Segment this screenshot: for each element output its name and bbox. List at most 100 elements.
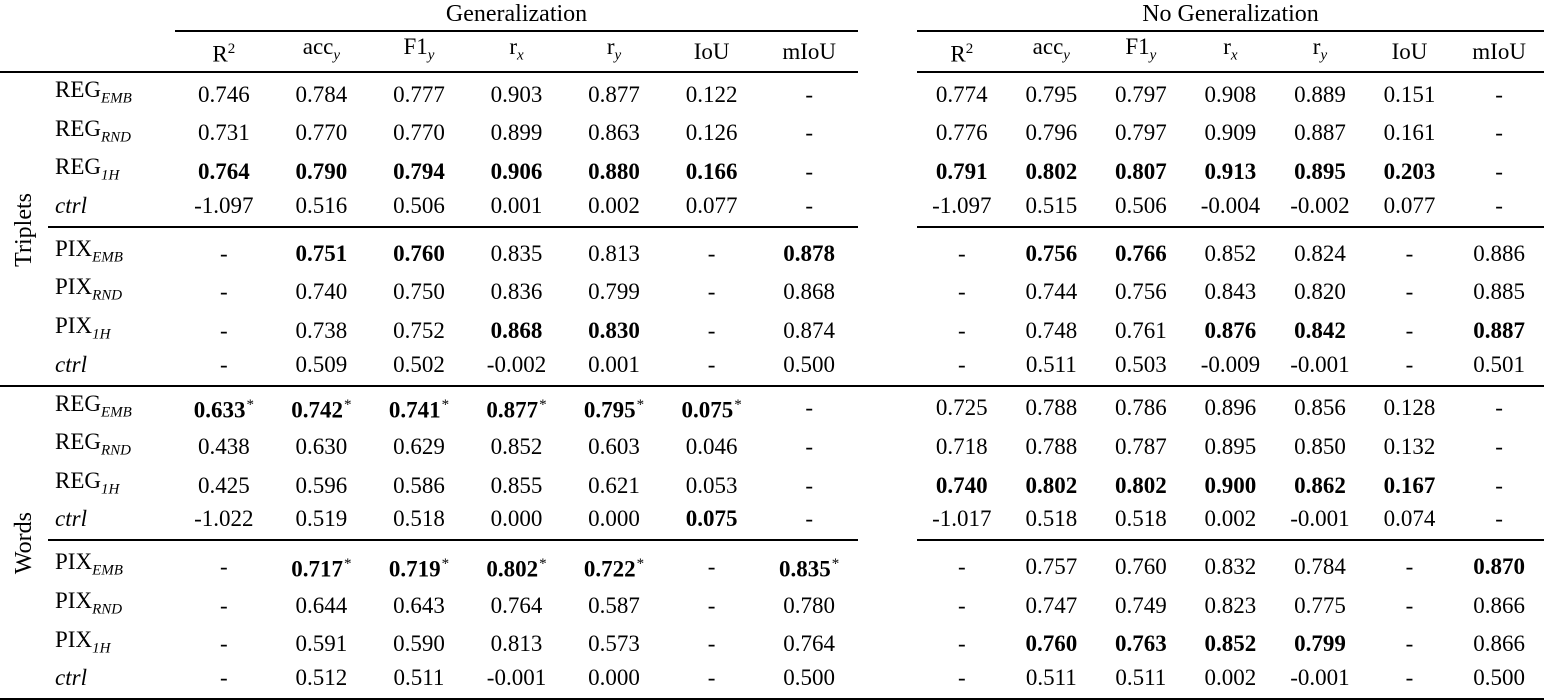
value-text: 0.000 xyxy=(588,506,640,532)
metric-label: r xyxy=(1223,34,1231,60)
value-cell: 0.500 xyxy=(760,663,858,700)
metric-superscript: 2 xyxy=(965,40,974,57)
value-cell: - xyxy=(662,349,761,387)
value-text: 0.760 xyxy=(1025,631,1078,657)
value-text: - xyxy=(220,317,228,343)
value-cell: 0.895 xyxy=(1186,427,1276,466)
value-cell: 0.621 xyxy=(565,466,663,505)
value-cell: 0.896 xyxy=(1186,386,1276,428)
row-label-main: ctrl xyxy=(55,192,87,218)
value-text: 0.740 xyxy=(295,279,348,305)
value-text: - xyxy=(1405,554,1414,580)
value-cell: 0.511 xyxy=(1006,349,1097,387)
value-text: 0.887 xyxy=(1294,120,1346,146)
value-text: - xyxy=(805,506,813,532)
value-text: 0.802 xyxy=(486,556,539,582)
value-cell: 0.799 xyxy=(1275,625,1365,664)
value-text: 0.823 xyxy=(1204,592,1257,618)
row-label-main: PIX xyxy=(55,587,93,613)
value-text: 0.633 xyxy=(193,397,246,423)
value-text: 0.862 xyxy=(1294,472,1346,498)
metric-header-f1y: F1y xyxy=(370,31,468,73)
value-text: 0.002 xyxy=(588,192,640,218)
row-label-subscript: 1H xyxy=(92,640,111,657)
value-cell: 0.885 xyxy=(1454,272,1544,311)
value-cell: - xyxy=(760,190,858,228)
table-row: PIXRND - 0.644 0.643 0.764 0.587 - 0.780 - 0.747 0… xyxy=(0,586,1544,625)
value-text: 0.002 xyxy=(1204,665,1257,691)
value-cell: 0.740 xyxy=(273,272,371,311)
value-text: 0.621 xyxy=(588,472,640,498)
value-cell: - xyxy=(1454,427,1544,466)
value-text: 0.866 xyxy=(1473,631,1526,657)
row-label-subscript: RND xyxy=(92,601,123,618)
value-cell: 0.511 xyxy=(1096,663,1186,700)
metric-label: F1 xyxy=(403,34,428,60)
value-cell: -0.002 xyxy=(1275,190,1365,228)
value-text: 0.766 xyxy=(1114,240,1167,266)
significance-star: * xyxy=(441,397,450,414)
value-text: - xyxy=(1405,631,1414,657)
significance-star: * xyxy=(539,555,547,572)
value-text: 0.603 xyxy=(588,433,640,459)
value-text: 0.784 xyxy=(295,81,348,107)
value-cell: - xyxy=(917,227,1007,273)
value-cell: 0.866 xyxy=(1454,625,1544,664)
value-cell: 0.518 xyxy=(1096,504,1186,542)
value-cell: 0.855 xyxy=(468,466,566,505)
value-cell: -1.017 xyxy=(917,504,1007,542)
value-cell: - xyxy=(1454,72,1544,114)
significance-star: * xyxy=(344,397,352,414)
value-cell: - xyxy=(175,625,273,664)
value-text: 0.075 xyxy=(681,397,734,423)
value-cell: 0.000 xyxy=(565,504,663,542)
value-cell: - xyxy=(760,386,858,428)
table-row: REGRND 0.731 0.770 0.770 0.899 0.863 0.126 - 0.7… xyxy=(0,114,1544,153)
row-label-subscript: EMB xyxy=(101,90,132,107)
value-text: 0.500 xyxy=(783,665,836,691)
value-text: -1.022 xyxy=(194,506,254,532)
value-text: - xyxy=(220,554,228,580)
row-label: REGRND xyxy=(48,427,175,466)
value-text: 0.899 xyxy=(490,120,543,146)
group-title-no-generalization: No Generalization xyxy=(917,0,1544,32)
value-cell: 0.740 xyxy=(917,466,1007,505)
value-text: - xyxy=(805,158,813,184)
value-text: 0.511 xyxy=(393,665,445,691)
value-cell: - xyxy=(917,349,1007,387)
value-text: 0.001 xyxy=(490,192,543,218)
value-text: -0.002 xyxy=(1290,192,1350,218)
value-cell: - xyxy=(1365,227,1455,273)
metric-subscript: y xyxy=(1320,47,1328,64)
value-text: - xyxy=(1495,433,1503,459)
value-cell: 0.500 xyxy=(760,349,858,387)
value-cell: 0.780 xyxy=(760,586,858,625)
section-label-words: Words xyxy=(0,385,49,700)
value-text: 0.731 xyxy=(197,120,250,146)
value-text: 0.842 xyxy=(1294,317,1346,343)
row-label-subscript: EMB xyxy=(92,249,123,266)
metric-label: R xyxy=(950,41,966,67)
value-cell: 0.718 xyxy=(917,427,1007,466)
value-cell: 0.503 xyxy=(1096,349,1186,387)
value-text: 0.774 xyxy=(935,81,988,107)
value-cell: 0.835* xyxy=(760,540,858,586)
metric-header-r2: R2 xyxy=(917,31,1007,73)
value-text: - xyxy=(957,351,966,377)
value-cell: 0.842 xyxy=(1275,311,1365,350)
value-text: 0.866 xyxy=(1473,592,1526,618)
value-text: 0.770 xyxy=(393,120,445,146)
column-gap xyxy=(858,427,917,466)
value-cell: - xyxy=(917,272,1007,311)
metric-header-iou: IoU xyxy=(662,31,761,73)
metric-subscript: y xyxy=(427,47,435,64)
value-text: 0.740 xyxy=(935,472,988,498)
row-label-main: REG xyxy=(55,77,102,102)
value-text: 0.856 xyxy=(1294,395,1346,421)
value-text: - xyxy=(1405,665,1414,691)
value-text: -1.097 xyxy=(932,192,992,218)
value-text: - xyxy=(1495,506,1503,532)
table-row: ctrl -1.022 0.519 0.518 0.000 0.000 0.075 - -1.0… xyxy=(0,504,1544,542)
value-cell: 0.643 xyxy=(370,586,468,625)
value-text: 0.756 xyxy=(1025,240,1078,266)
